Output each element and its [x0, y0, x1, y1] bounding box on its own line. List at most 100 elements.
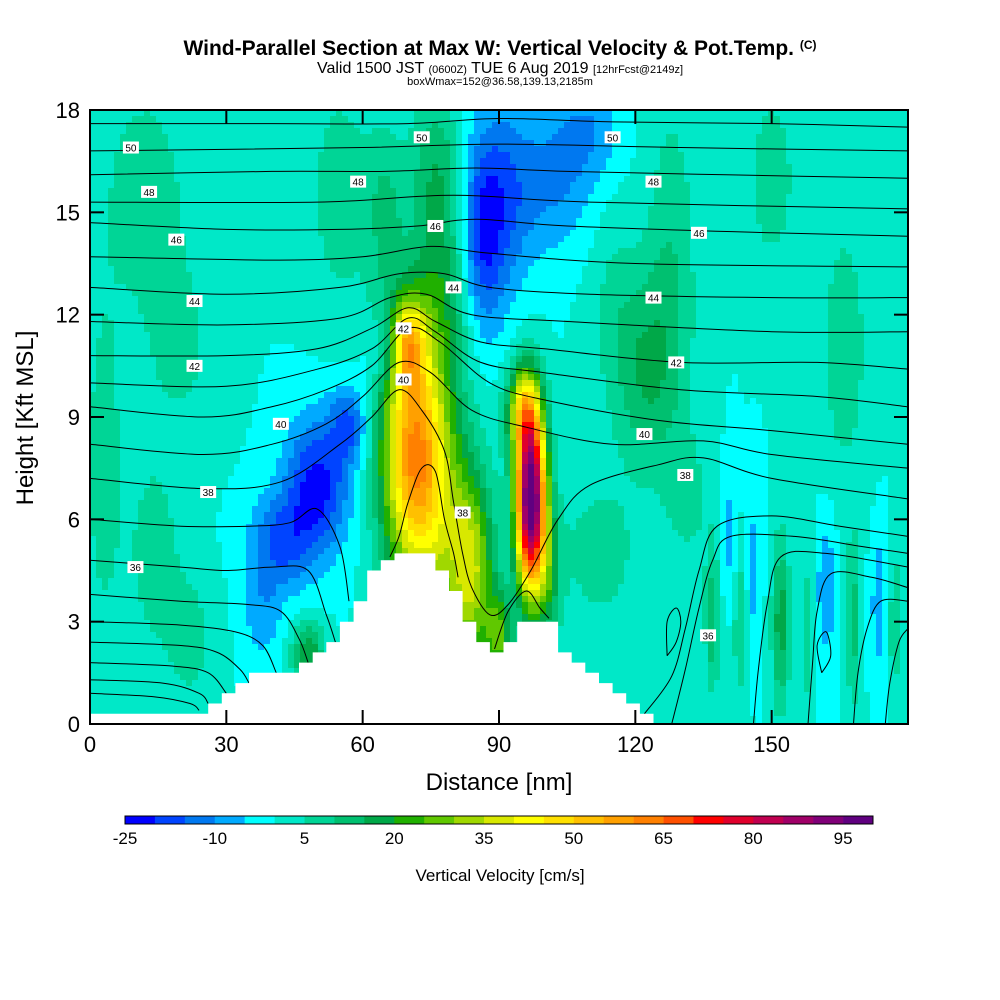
velocity-cell — [678, 260, 685, 267]
velocity-cell — [654, 158, 661, 165]
velocity-cell — [102, 122, 109, 129]
velocity-cell — [216, 248, 223, 255]
velocity-cell — [342, 236, 349, 243]
velocity-cell — [738, 254, 745, 261]
velocity-cell — [240, 134, 247, 141]
velocity-cell — [708, 170, 715, 177]
velocity-cell — [888, 128, 895, 135]
velocity-cell — [162, 302, 169, 309]
velocity-cell — [516, 230, 523, 237]
velocity-cell — [102, 272, 109, 279]
velocity-cell — [114, 326, 121, 333]
velocity-cell — [312, 110, 319, 117]
velocity-cell — [396, 296, 403, 303]
velocity-cell — [774, 110, 781, 117]
velocity-cell — [108, 116, 115, 123]
velocity-cell — [780, 296, 787, 303]
velocity-cell — [702, 146, 709, 153]
velocity-cell — [522, 134, 529, 141]
velocity-cell — [318, 170, 325, 177]
velocity-cell — [456, 188, 463, 195]
velocity-cell — [816, 176, 823, 183]
velocity-cell — [312, 260, 319, 267]
velocity-cell — [816, 278, 823, 285]
velocity-cell — [198, 194, 205, 201]
velocity-cell — [408, 236, 415, 243]
velocity-cell — [582, 194, 589, 201]
velocity-cell — [882, 308, 889, 315]
velocity-cell — [396, 260, 403, 267]
velocity-cell — [126, 314, 133, 321]
velocity-cell — [618, 290, 625, 297]
velocity-cell — [126, 284, 133, 291]
velocity-cell — [852, 152, 859, 159]
velocity-cell — [492, 290, 499, 297]
velocity-cell — [144, 212, 151, 219]
velocity-cell — [828, 272, 835, 279]
velocity-cell — [618, 230, 625, 237]
velocity-cell — [348, 278, 355, 285]
velocity-cell — [222, 266, 229, 273]
velocity-cell — [882, 320, 889, 327]
velocity-cell — [780, 116, 787, 123]
velocity-cell — [708, 290, 715, 297]
velocity-cell — [552, 266, 559, 273]
velocity-cell — [366, 290, 373, 297]
velocity-cell — [234, 176, 241, 183]
velocity-cell — [96, 116, 103, 123]
velocity-cell — [228, 206, 235, 213]
velocity-cell — [162, 308, 169, 315]
velocity-cell — [612, 200, 619, 207]
velocity-cell — [756, 158, 763, 165]
velocity-cell — [642, 308, 649, 315]
velocity-cell — [294, 188, 301, 195]
velocity-cell — [864, 164, 871, 171]
velocity-cell — [198, 260, 205, 267]
velocity-cell — [750, 206, 757, 213]
velocity-cell — [696, 278, 703, 285]
velocity-cell — [516, 170, 523, 177]
velocity-cell — [162, 224, 169, 231]
velocity-cell — [216, 170, 223, 177]
velocity-cell — [852, 116, 859, 123]
velocity-cell — [252, 110, 259, 117]
velocity-cell — [738, 188, 745, 195]
velocity-cell — [228, 242, 235, 249]
velocity-cell — [432, 284, 439, 291]
velocity-cell — [660, 182, 667, 189]
velocity-cell — [900, 194, 907, 201]
velocity-cell — [156, 230, 163, 237]
velocity-cell — [150, 146, 157, 153]
velocity-cell — [630, 230, 637, 237]
velocity-cell — [600, 272, 607, 279]
velocity-cell — [360, 326, 367, 333]
velocity-cell — [390, 308, 397, 315]
velocity-cell — [618, 158, 625, 165]
velocity-cell — [216, 176, 223, 183]
velocity-cell — [492, 218, 499, 225]
velocity-cell — [762, 134, 769, 141]
velocity-cell — [402, 260, 409, 267]
velocity-cell — [720, 302, 727, 309]
velocity-cell — [348, 218, 355, 225]
velocity-cell — [114, 128, 121, 135]
velocity-cell — [396, 200, 403, 207]
velocity-cell — [276, 194, 283, 201]
velocity-cell — [258, 170, 265, 177]
velocity-cell — [564, 182, 571, 189]
velocity-cell — [750, 152, 757, 159]
velocity-cell — [762, 176, 769, 183]
velocity-cell — [318, 290, 325, 297]
velocity-cell — [678, 206, 685, 213]
velocity-cell — [258, 182, 265, 189]
velocity-cell — [204, 308, 211, 315]
velocity-cell — [120, 296, 127, 303]
velocity-cell — [126, 272, 133, 279]
velocity-cell — [312, 230, 319, 237]
velocity-cell — [426, 326, 433, 333]
velocity-cell — [672, 302, 679, 309]
velocity-cell — [312, 182, 319, 189]
velocity-cell — [288, 170, 295, 177]
velocity-cell — [894, 164, 901, 171]
velocity-cell — [648, 110, 655, 117]
